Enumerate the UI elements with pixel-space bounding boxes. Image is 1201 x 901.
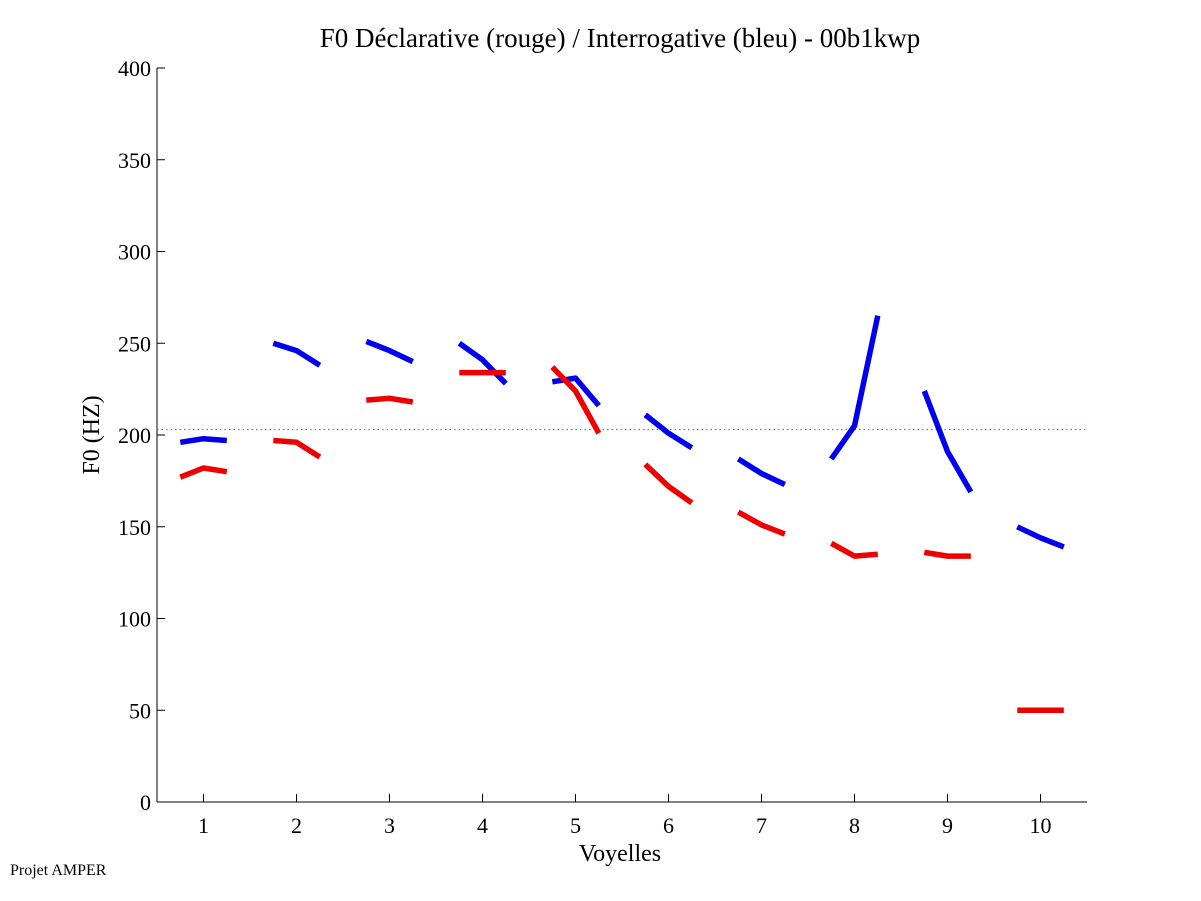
x-tick-label: 2	[291, 813, 302, 838]
y-tick-label: 350	[118, 148, 151, 173]
y-tick-label: 400	[118, 56, 151, 81]
declarative-segment	[179, 465, 228, 480]
declarative-segment	[273, 437, 322, 460]
declarative-segment	[829, 540, 879, 559]
interrogative-segment	[272, 340, 322, 368]
plot-area: 0 50 100 150 200 250 300 350 400 1 2 3 4 5 6 7 8 9 10	[118, 56, 1087, 838]
x-tick-label: 6	[663, 813, 674, 838]
y-axis-label: F0 (HZ)	[79, 395, 105, 474]
interrogative-segment	[1016, 524, 1065, 550]
x-tick-label: 8	[849, 813, 860, 838]
y-tick-label: 0	[140, 790, 151, 815]
declarative-segment	[550, 365, 602, 435]
declarative-segment	[923, 549, 971, 559]
y-tick-label: 250	[118, 331, 151, 356]
x-tick-label: 1	[198, 813, 209, 838]
declarative-segment	[643, 462, 694, 506]
interrogative-segment	[643, 412, 694, 451]
x-tick-label: 10	[1030, 813, 1052, 838]
y-tick-label: 100	[118, 607, 151, 632]
interrogative-segment	[736, 456, 786, 487]
y-tick-label: 200	[118, 423, 151, 448]
chart-title: F0 Déclarative (rouge) / Interrogative (…	[320, 23, 921, 53]
y-tick-label: 150	[118, 515, 151, 540]
y-tick-label: 50	[129, 698, 151, 723]
x-tick-label: 4	[477, 813, 488, 838]
declarative-segment	[736, 509, 786, 537]
x-axis-label: Voyelles	[579, 841, 661, 867]
x-tick-label: 5	[570, 813, 581, 838]
interrogative-segment	[365, 338, 414, 365]
interrogative-segment	[551, 375, 601, 408]
interrogative-segment	[829, 315, 881, 461]
footer-credit: Projet AMPER	[10, 862, 107, 879]
interrogative-segment	[921, 390, 974, 494]
interrogative-segment	[179, 435, 228, 446]
x-tick-label: 7	[756, 813, 767, 838]
y-tick-label: 300	[118, 240, 151, 265]
x-tick-label: 3	[384, 813, 395, 838]
interrogative-segment	[457, 341, 508, 386]
x-tick-label: 9	[942, 813, 953, 838]
declarative-segment	[366, 395, 414, 405]
